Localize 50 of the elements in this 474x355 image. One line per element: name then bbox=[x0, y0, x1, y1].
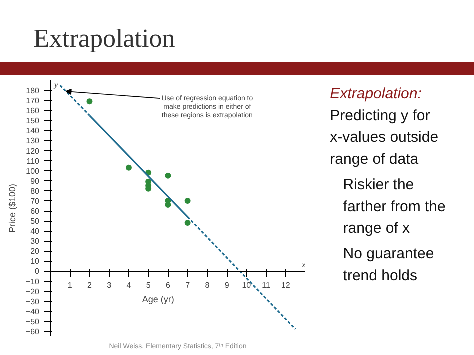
x-tick-label: 3 bbox=[107, 281, 112, 290]
x-tick-label: 6 bbox=[166, 281, 171, 290]
y-tick-label: 90 bbox=[30, 176, 40, 186]
y-tick-label: 180 bbox=[26, 86, 40, 96]
y-tick-label: 160 bbox=[26, 106, 40, 116]
y-tick-label: 30 bbox=[30, 237, 40, 246]
y-tick-label: −60 bbox=[26, 327, 40, 336]
x-tick-label: 1 bbox=[68, 281, 73, 290]
y-tick-label: 150 bbox=[26, 116, 40, 126]
y-tick-label: −30 bbox=[26, 297, 40, 306]
x-tick-label: 8 bbox=[205, 281, 210, 290]
point bbox=[86, 98, 93, 105]
y-tick-label: 80 bbox=[30, 186, 40, 196]
y-tick-label: 40 bbox=[30, 227, 40, 236]
text: Extrapolation: Predicting y for x-values outside range of data bbox=[330, 86, 439, 168]
y-tick-label: 60 bbox=[30, 207, 40, 216]
y-axis-title: Price ($100) bbox=[8, 184, 18, 234]
y-tick-label: −10 bbox=[26, 277, 40, 286]
x-axis-title: Age (yr) bbox=[142, 294, 174, 304]
text: No guarantee trend holds bbox=[343, 246, 434, 284]
point bbox=[184, 198, 191, 204]
x-tick-label: 9 bbox=[224, 281, 230, 290]
x-tick-label: 7 bbox=[186, 281, 191, 290]
annotation: y bbox=[54, 80, 58, 90]
x-tick-label: 12 bbox=[281, 281, 291, 290]
y-tick-label: −40 bbox=[26, 307, 40, 316]
y-tick-label: 140 bbox=[26, 126, 40, 136]
point bbox=[126, 164, 132, 171]
y-tick-label: −50 bbox=[26, 317, 40, 326]
y-tick-label: 120 bbox=[26, 146, 40, 156]
y-tick-label: 70 bbox=[30, 196, 40, 206]
x-tick-label: 4 bbox=[126, 281, 132, 290]
chart-title: Extrapolation bbox=[34, 24, 176, 53]
y-tick-label: 100 bbox=[26, 166, 40, 176]
y-tick-label: −20 bbox=[26, 287, 40, 296]
y-tick-label: 10 bbox=[30, 257, 40, 266]
point bbox=[184, 220, 191, 226]
x-tick-label: 11 bbox=[262, 281, 271, 290]
y-tick-label: 50 bbox=[30, 217, 40, 226]
y-tick-label: 110 bbox=[26, 156, 40, 166]
annotation: x bbox=[300, 260, 306, 270]
y-tick-label: 170 bbox=[26, 96, 40, 106]
x-tick-label: 5 bbox=[146, 281, 152, 290]
text: Riskier the farther from the range of x bbox=[343, 176, 446, 238]
y-tick-label: 20 bbox=[30, 247, 40, 256]
x-tick-label: 10 bbox=[242, 281, 252, 290]
y-tick-label: 0 bbox=[35, 267, 40, 276]
y-tick-label: 130 bbox=[26, 136, 40, 146]
point bbox=[165, 172, 172, 179]
x-tick-label: 2 bbox=[88, 281, 93, 290]
